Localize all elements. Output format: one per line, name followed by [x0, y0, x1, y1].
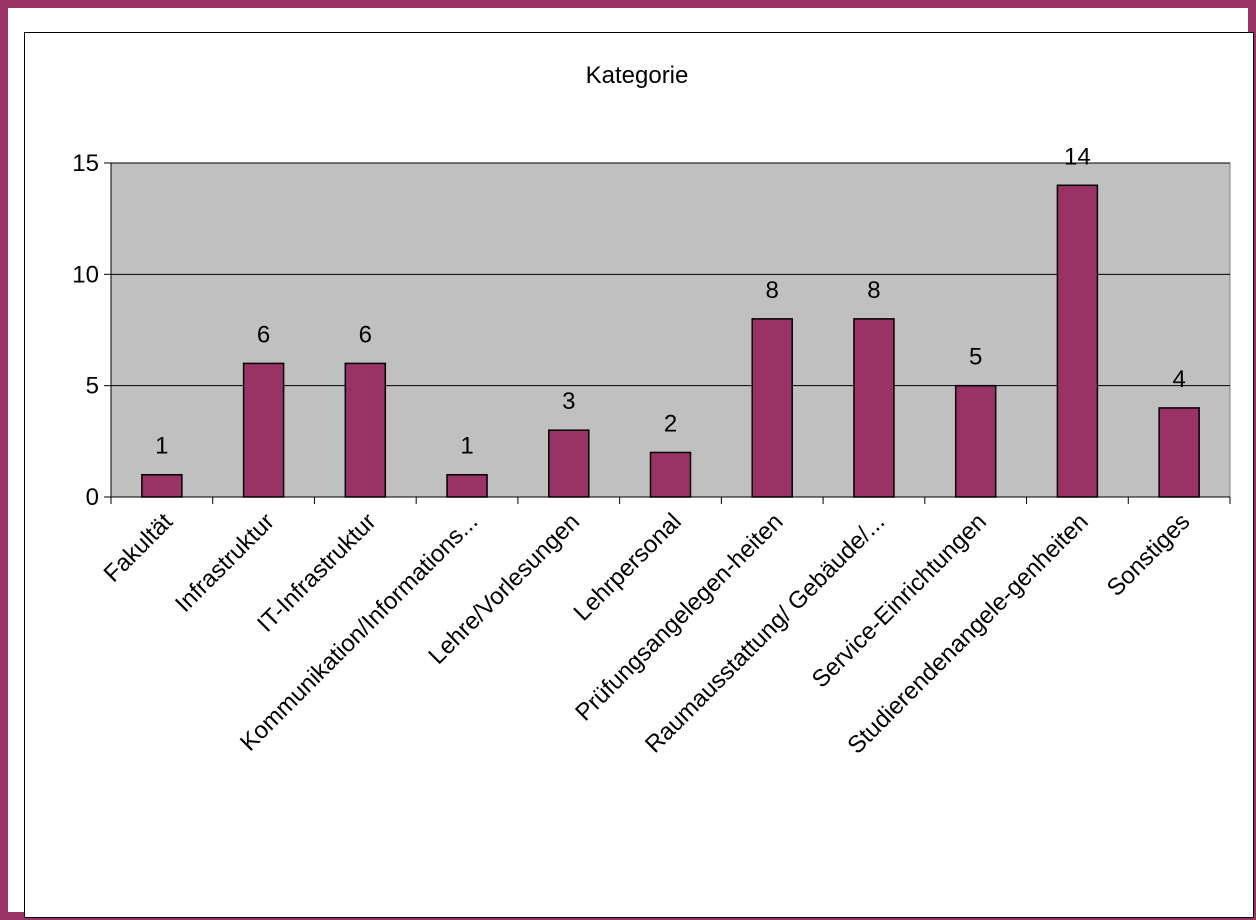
plot-area: 0510151Fakultät6Infrastruktur6IT-Infrast…: [72, 143, 1231, 759]
y-tick-label: 5: [86, 373, 99, 400]
bar: [649, 451, 692, 498]
y-tick-label: 0: [86, 484, 99, 511]
bar: [446, 473, 488, 498]
chart-title: Kategorie: [586, 62, 689, 89]
bar: [548, 429, 590, 498]
data-label: 5: [969, 344, 982, 371]
data-label: 4: [1172, 366, 1185, 393]
bar: [141, 473, 183, 498]
data-label: 6: [359, 321, 372, 348]
bar: [1158, 407, 1200, 498]
bar: [242, 362, 285, 498]
category-label: Sonstiges: [1102, 508, 1196, 602]
category-label: Fakultät: [99, 508, 179, 588]
bar: [853, 318, 895, 498]
category-label: Service-Einrichtungen: [807, 508, 992, 693]
data-label: 6: [257, 321, 270, 348]
data-label: 2: [664, 410, 677, 437]
bar: [751, 318, 793, 498]
bar: [1056, 184, 1099, 498]
data-label: 1: [155, 433, 168, 460]
data-label: 8: [867, 277, 880, 304]
y-tick-label: 10: [72, 261, 99, 288]
category-label: Prüfungsangelegen-heiten: [570, 508, 788, 726]
bar: [344, 362, 387, 498]
data-label: 14: [1064, 143, 1091, 170]
data-label: 3: [562, 388, 575, 415]
y-tick-label: 15: [72, 150, 99, 177]
data-label: 1: [460, 433, 473, 460]
data-label: 8: [766, 277, 779, 304]
bar: [954, 384, 997, 498]
category-label: Infrastruktur: [170, 508, 280, 618]
